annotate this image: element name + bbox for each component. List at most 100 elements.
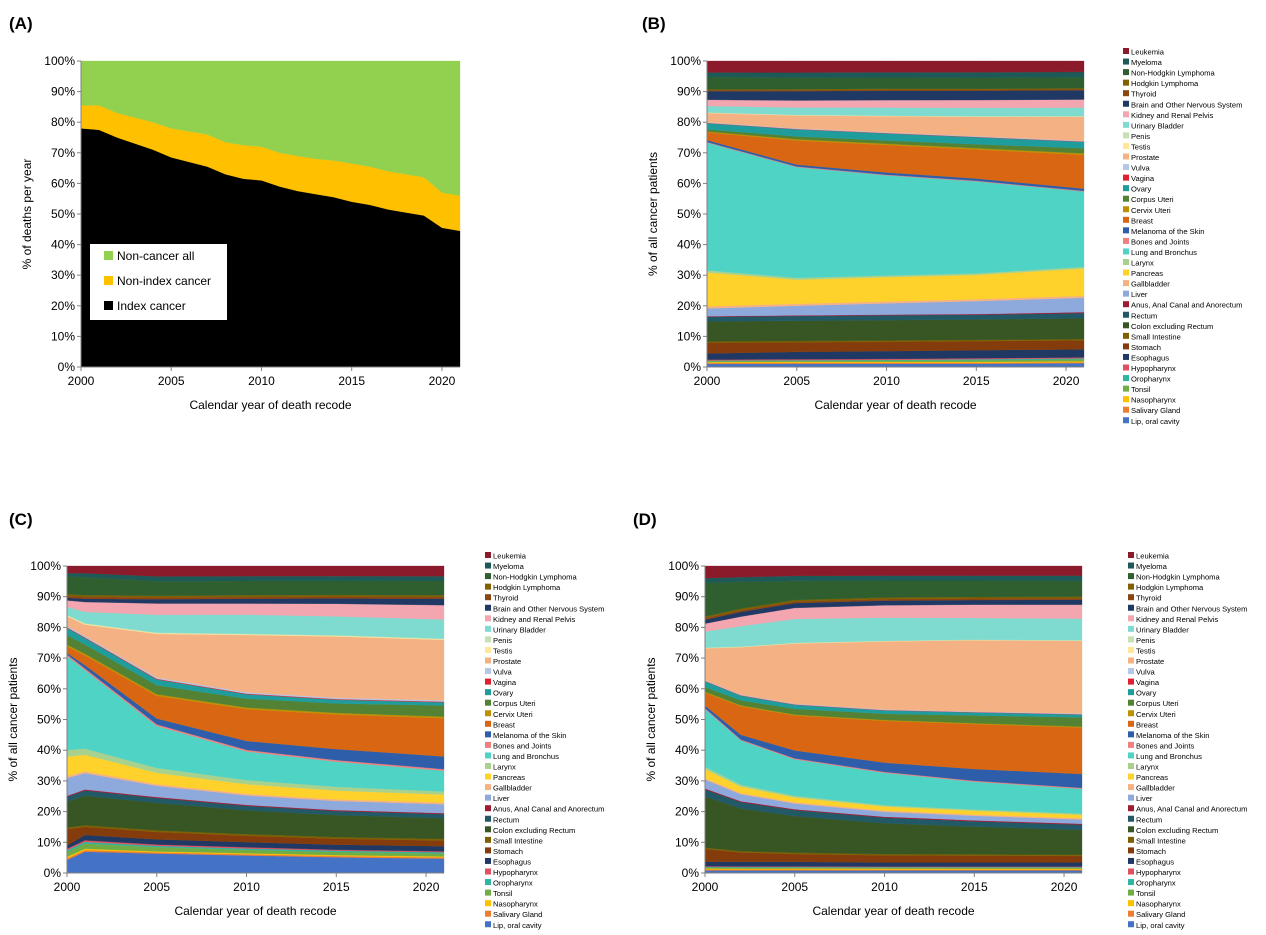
legend-label: Corpus Uteri	[1131, 195, 1174, 204]
legend-label: Vulva	[493, 668, 512, 677]
legend-label: Rectum	[1136, 815, 1162, 824]
legend-label: Non-Hodgkin Lymphoma	[493, 573, 577, 582]
legend-label: Prostate	[1131, 153, 1159, 162]
panel-label-b: (B)	[642, 14, 666, 33]
legend-label: Pancreas	[1131, 269, 1163, 278]
legend-label: Leukemia	[493, 552, 527, 561]
legend-label: Myeloma	[1131, 58, 1163, 67]
legend-label: Liver	[1136, 794, 1153, 803]
legend-label: Rectum	[493, 815, 519, 824]
legend-swatch	[1128, 594, 1134, 601]
legend-label: Vulva	[1136, 668, 1155, 677]
legend-swatch	[1123, 353, 1129, 360]
x-tick-label: 2020	[1053, 374, 1080, 388]
legend-label: Lip, oral cavity	[493, 921, 542, 930]
legend-label: Kidney and Renal Pelvis	[1131, 111, 1214, 120]
legend-label: Thyroid	[493, 594, 518, 603]
legend-swatch	[1128, 868, 1134, 875]
legend-swatch	[1123, 396, 1129, 403]
legend-label: Ovary	[493, 689, 513, 698]
legend-label: Salivary Gland	[493, 910, 542, 919]
legend-swatch	[485, 741, 491, 748]
legend-label: Thyroid	[1131, 90, 1156, 99]
legend-label: Myeloma	[493, 562, 525, 571]
y-tick-label: 60%	[677, 176, 701, 190]
y-tick-label: 60%	[675, 682, 699, 696]
area-series-leukemia	[704, 565, 1083, 579]
legend-label: Non-index cancer	[117, 274, 211, 288]
x-tick-label: 2020	[413, 880, 440, 894]
legend-label: Stomach	[1131, 343, 1161, 352]
y-tick-label: 80%	[677, 115, 701, 129]
y-axis-title: % of all cancer patients	[644, 657, 658, 781]
legend-label: Vagina	[493, 678, 517, 687]
legend-swatch	[485, 562, 491, 569]
panel-label-a: (A)	[9, 14, 33, 33]
legend-label: Esophagus	[493, 857, 531, 866]
legend-label: Breast	[1131, 216, 1154, 225]
legend-label: Stomach	[493, 847, 523, 856]
legend-swatch	[1128, 646, 1134, 653]
legend-label: Liver	[493, 794, 510, 803]
legend-swatch	[1123, 79, 1129, 86]
legend-label: Penis	[1131, 132, 1150, 141]
legend-swatch	[485, 805, 491, 812]
y-axis-title: % of all cancer patients	[6, 657, 20, 781]
legend-swatch	[485, 868, 491, 875]
legend-label: Small Intestine	[493, 836, 543, 845]
y-axis-title: % of all cancer patients	[646, 152, 660, 276]
legend-swatch	[1123, 227, 1129, 234]
legend-swatch	[1128, 731, 1134, 738]
legend-swatch	[1123, 58, 1129, 65]
legend-swatch	[104, 251, 113, 260]
y-tick-label: 40%	[51, 238, 75, 252]
legend-swatch	[1128, 857, 1134, 864]
legend-swatch	[1128, 668, 1134, 675]
legend-label: Oropharynx	[1136, 879, 1176, 888]
legend-swatch	[1123, 206, 1129, 213]
legend-label: Gallbladder	[1136, 784, 1175, 793]
area-series-colon-excluding-rectum	[706, 318, 1085, 342]
x-tick-label: 2010	[233, 880, 260, 894]
legend-swatch	[1128, 836, 1134, 843]
legend-label: Pancreas	[1136, 773, 1168, 782]
legend-swatch	[485, 583, 491, 590]
chart-panel-b: (B) 0% 10% 20% 30% 40% 50% 60% 70% 80% 90% 100% 200…	[633, 0, 1266, 467]
legend-swatch	[1123, 237, 1129, 244]
y-tick-label: 20%	[677, 299, 701, 313]
y-tick-label: 50%	[677, 207, 701, 221]
legend-label: Urinary Bladder	[1131, 121, 1184, 130]
legend-label: Liver	[1131, 290, 1148, 299]
y-tick-label: 100%	[670, 54, 701, 68]
legend-swatch	[485, 689, 491, 696]
legend-label: Salivary Gland	[1131, 406, 1180, 415]
x-tick-label: 2020	[429, 374, 456, 388]
y-tick-label: 80%	[37, 620, 61, 634]
legend-swatch	[1123, 121, 1129, 128]
legend-swatch	[1123, 153, 1129, 160]
x-tick-label: 2015	[338, 374, 365, 388]
legend-label: Lung and Bronchus	[1136, 752, 1202, 761]
legend-swatch	[1123, 311, 1129, 318]
legend-swatch	[1128, 773, 1134, 780]
legend-swatch	[1128, 900, 1134, 907]
legend-swatch	[1123, 174, 1129, 181]
legend-swatch	[1128, 752, 1134, 759]
y-tick-label: 10%	[37, 835, 61, 849]
legend-label: Colon excluding Rectum	[1136, 826, 1218, 835]
area-chart-c: 0% 10% 20% 30% 40% 50% 60% 70% 80% 90% 100% 2000 200…	[6, 552, 604, 930]
area-chart-d: 0% 10% 20% 30% 40% 50% 60% 70% 80% 90% 100% 2000 200…	[644, 552, 1247, 930]
legend-label: Lung and Bronchus	[493, 752, 559, 761]
legend-swatch	[1123, 332, 1129, 339]
legend-swatch	[485, 552, 491, 558]
legend-swatch	[1128, 879, 1134, 886]
legend-label: Small Intestine	[1131, 332, 1181, 341]
legend-label: Ovary	[1131, 185, 1151, 194]
legend-swatch	[485, 657, 491, 664]
legend-swatch	[485, 815, 491, 822]
legend-swatch	[1123, 69, 1129, 76]
y-tick-label: 40%	[675, 743, 699, 757]
legend-label: Penis	[1136, 636, 1155, 645]
legend-label: Anus, Anal Canal and Anorectum	[1131, 301, 1242, 310]
legend-swatch	[485, 678, 491, 685]
